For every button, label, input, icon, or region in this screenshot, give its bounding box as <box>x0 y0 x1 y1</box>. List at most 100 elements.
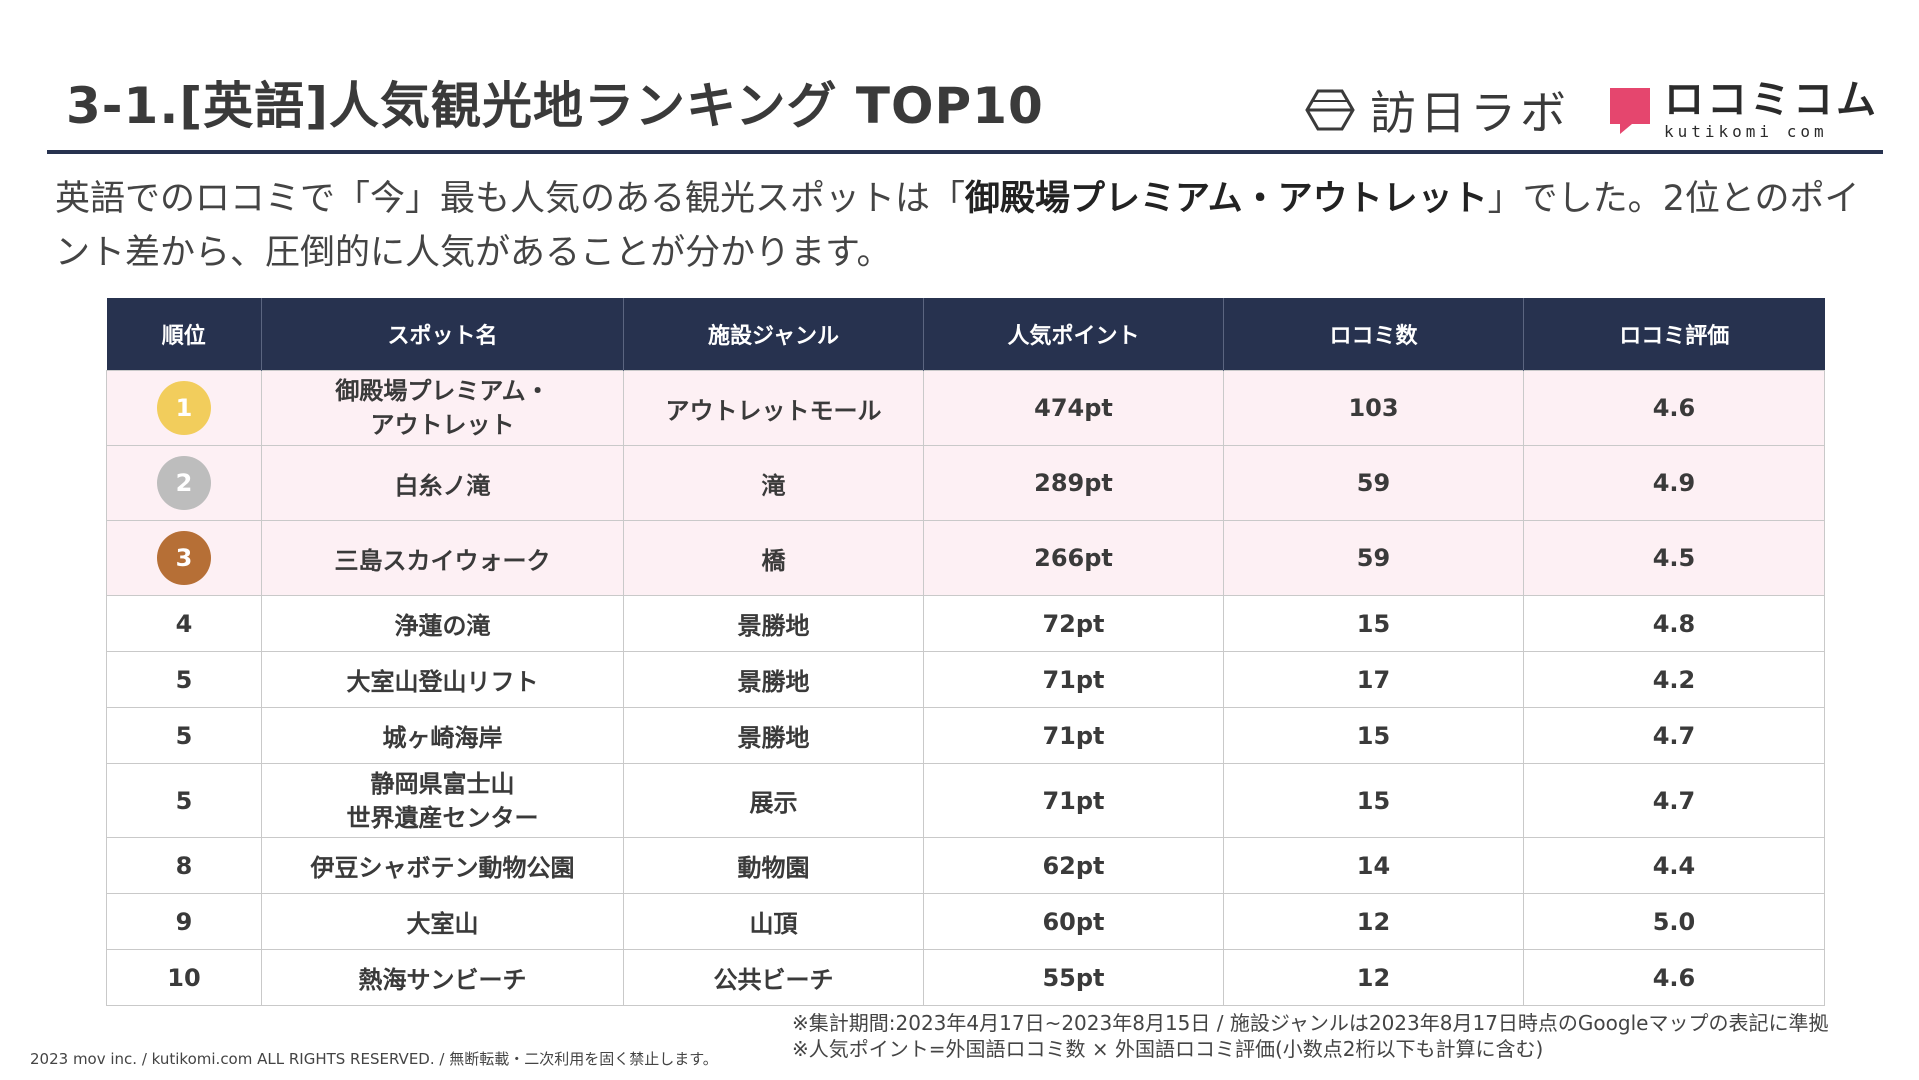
points-cell: 474pt <box>923 370 1224 446</box>
spot-name-cell: 三島スカイウォーク <box>261 520 624 596</box>
spot-name-cell: 浄蓮の滝 <box>261 595 624 652</box>
review-count-cell: 12 <box>1223 893 1524 950</box>
review-count-cell: 15 <box>1223 707 1524 764</box>
table-row: 4 浄蓮の滝 景勝地 72pt 15 4.8 <box>106 595 1825 652</box>
review-count-cell: 15 <box>1223 595 1524 652</box>
review-rating-cell: 4.7 <box>1523 763 1825 838</box>
intro-text-highlight: 御殿場プレミアム・アウトレット <box>965 179 1488 219</box>
review-count-cell: 59 <box>1223 445 1524 521</box>
header-points: 人気ポイント <box>923 298 1224 371</box>
rank-cell: 8 <box>106 837 262 894</box>
genre-cell: 景勝地 <box>623 651 924 708</box>
points-cell: 62pt <box>923 837 1224 894</box>
kutikomi-logo: ロコミコム kutikomi com <box>1606 80 1879 140</box>
review-count-cell: 15 <box>1223 763 1524 838</box>
review-rating-cell: 4.5 <box>1523 520 1825 596</box>
review-rating-cell: 5.0 <box>1523 893 1825 950</box>
bronze-medal-icon: 3 <box>157 531 211 585</box>
logo-group: 訪日ラボ ロコミコム kutikomi com <box>1304 78 1879 142</box>
review-rating-cell: 4.4 <box>1523 837 1825 894</box>
spot-name-cell: 白糸ノ滝 <box>261 445 624 521</box>
review-count-cell: 103 <box>1223 370 1524 446</box>
spot-name-cell: 静岡県富士山 世界遺産センター <box>261 763 624 838</box>
spot-name-cell: 大室山 <box>261 893 624 950</box>
rank-cell: 4 <box>106 595 262 652</box>
points-cell: 72pt <box>923 595 1224 652</box>
footnote-points-formula: ※人気ポイント=外国語ロコミ数 × 外国語ロコミ評価(小数点2桁以下も計算に含む… <box>792 1037 1544 1061</box>
review-rating-cell: 4.8 <box>1523 595 1825 652</box>
kutikomi-logo-textwrap: ロコミコム kutikomi com <box>1664 80 1879 140</box>
table-row: 1 御殿場プレミアム・ アウトレット アウトレットモール 474pt 103 4.… <box>106 370 1825 446</box>
points-cell: 266pt <box>923 520 1224 596</box>
spot-name-line: アウトレット <box>370 411 515 439</box>
intro-text: 英語でのロコミで「今」最も人気のある観光スポットは「御殿場プレミアム・アウトレッ… <box>55 172 1875 280</box>
header-rank: 順位 <box>106 298 262 371</box>
genre-cell: 動物園 <box>623 837 924 894</box>
review-rating-cell: 4.7 <box>1523 707 1825 764</box>
rank-cell: 9 <box>106 893 262 950</box>
spot-name-cell: 大室山登山リフト <box>261 651 624 708</box>
page-header: 3-1.[英語]人気観光地ランキング TOP10 訪日ラボ ロコミコム kuti… <box>0 0 1919 155</box>
review-count-cell: 14 <box>1223 837 1524 894</box>
spot-name-line: 世界遺産センター <box>346 803 539 832</box>
genre-cell: 展示 <box>623 763 924 838</box>
header-divider <box>47 150 1883 154</box>
genre-cell: アウトレットモール <box>623 370 924 446</box>
review-count-cell: 17 <box>1223 651 1524 708</box>
spot-name-cell: 熱海サンビーチ <box>261 949 624 1006</box>
table-row: 5 静岡県富士山 世界遺産センター 展示 71pt 15 4.7 <box>106 763 1825 838</box>
table-header-row: 順位 スポット名 施設ジャンル 人気ポイント ロコミ数 ロコミ評価 <box>106 298 1825 371</box>
kutikomi-logo-text: ロコミコム <box>1664 77 1879 123</box>
table-row: 2 白糸ノ滝 滝 289pt 59 4.9 <box>106 445 1825 521</box>
genre-cell: 滝 <box>623 445 924 521</box>
rank-cell: 1 <box>106 370 262 446</box>
points-cell: 71pt <box>923 763 1224 838</box>
rank-cell: 5 <box>106 651 262 708</box>
homi-lab-logo-text: 訪日ラボ <box>1370 86 1570 140</box>
genre-cell: 公共ビーチ <box>623 949 924 1006</box>
points-cell: 60pt <box>923 893 1224 950</box>
header-genre: 施設ジャンル <box>623 298 924 371</box>
review-rating-cell: 4.2 <box>1523 651 1825 708</box>
kutikomi-logo-subtext: kutikomi com <box>1664 122 1828 141</box>
table-row: 10 熱海サンビーチ 公共ビーチ 55pt 12 4.6 <box>106 949 1825 1006</box>
silver-medal-icon: 2 <box>157 456 211 510</box>
header-review-count: ロコミ数 <box>1223 298 1524 371</box>
review-rating-cell: 4.6 <box>1523 370 1825 446</box>
rank-cell: 5 <box>106 763 262 838</box>
genre-cell: 橋 <box>623 520 924 596</box>
review-rating-cell: 4.9 <box>1523 445 1825 521</box>
footnotes: ※集計期間:2023年4月17日~2023年8月15日 / 施設ジャンルは202… <box>792 1010 1828 1062</box>
table-row: 5 城ヶ崎海岸 景勝地 71pt 15 4.7 <box>106 707 1825 764</box>
intro-text-part1: 英語でのロコミで「今」最も人気のある観光スポットは「 <box>55 179 966 219</box>
header-review-rating: ロコミ評価 <box>1523 298 1825 371</box>
homi-lab-logo-icon <box>1305 89 1355 131</box>
points-cell: 55pt <box>923 949 1224 1006</box>
points-cell: 71pt <box>923 651 1224 708</box>
copyright-text: 2023 mov inc. / kutikomi.com ALL RIGHTS … <box>30 1050 718 1068</box>
homi-lab-logo: 訪日ラボ <box>1304 77 1570 143</box>
rank-cell: 3 <box>106 520 262 596</box>
spot-name-line: 静岡県富士山 <box>370 769 515 798</box>
review-count-cell: 59 <box>1223 520 1524 596</box>
rank-cell: 2 <box>106 445 262 521</box>
ranking-table: 順位 スポット名 施設ジャンル 人気ポイント ロコミ数 ロコミ評価 1 御殿場プ… <box>106 298 1825 1006</box>
table-row: 3 三島スカイウォーク 橋 266pt 59 4.5 <box>106 520 1825 596</box>
review-count-cell: 12 <box>1223 949 1524 1006</box>
genre-cell: 山頂 <box>623 893 924 950</box>
footnote-period: ※集計期間:2023年4月17日~2023年8月15日 / 施設ジャンルは202… <box>792 1011 1829 1035</box>
spot-name-cell: 城ヶ崎海岸 <box>261 707 624 764</box>
table-row: 5 大室山登山リフト 景勝地 71pt 17 4.2 <box>106 651 1825 708</box>
gold-medal-icon: 1 <box>157 381 211 435</box>
intro-text-part2: 」でした。2位とのポイント差から、圧倒的に人気があることが分かります。 <box>55 179 1860 273</box>
header-spot-name: スポット名 <box>261 298 624 371</box>
table-row: 9 大室山 山頂 60pt 12 5.0 <box>106 893 1825 950</box>
kutikomi-logo-icon <box>1610 88 1650 134</box>
page-title: 3-1.[英語]人気観光地ランキング TOP10 <box>66 77 1044 135</box>
genre-cell: 景勝地 <box>623 707 924 764</box>
spot-name-cell: 伊豆シャボテン動物公園 <box>261 837 624 894</box>
genre-cell: 景勝地 <box>623 595 924 652</box>
spot-name-cell: 御殿場プレミアム・ アウトレット <box>261 370 624 446</box>
table-row: 8 伊豆シャボテン動物公園 動物園 62pt 14 4.4 <box>106 837 1825 894</box>
spot-name-line: 御殿場プレミアム・ <box>335 377 550 405</box>
